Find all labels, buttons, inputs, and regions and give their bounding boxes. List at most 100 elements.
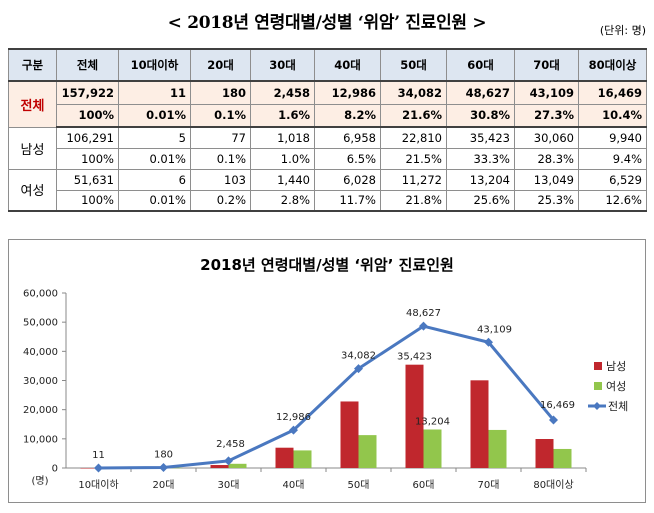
table-row: 100% 0.01% 0.2% 2.8% 11.7% 21.8% 25.6% 25.3% 12.…: [9, 189, 647, 212]
x-tick-label: 50대: [348, 479, 370, 491]
table-row: 100% 0.01% 0.1% 1.6% 8.2% 21.6% 30.8% 27.3% 10.4…: [9, 103, 647, 128]
share-cell: 8.2%: [314, 103, 381, 128]
bar-남성: [535, 439, 554, 468]
count-cell: 30,060: [514, 126, 579, 149]
share-cell: 0.2%: [190, 189, 251, 212]
count-cell: 1,018: [250, 126, 315, 149]
y-tick-label: 60,000: [23, 289, 58, 300]
share-cell: 0.01%: [118, 189, 191, 212]
count-cell: 9,940: [578, 126, 647, 149]
bar-남성: [470, 380, 489, 468]
count-cell: 77: [190, 126, 251, 149]
table-header-cell: 20대: [190, 48, 251, 82]
share-cell: 10.4%: [578, 103, 647, 128]
line-marker: [224, 456, 233, 466]
count-cell: 34,082: [380, 80, 447, 105]
count-cell: 13,049: [514, 168, 579, 191]
x-tick-label: 20대: [153, 479, 175, 491]
line-marker: [159, 462, 168, 472]
legend-label: 남성: [606, 360, 626, 373]
count-cell: 157,922: [56, 80, 119, 105]
share-cell: 33.3%: [446, 147, 515, 170]
share-cell: 25.3%: [514, 189, 579, 212]
y-tick-label: 30,000: [23, 376, 58, 387]
bar-남성: [80, 467, 99, 469]
row-group-label: 전체: [8, 80, 57, 128]
count-cell: 2,458: [250, 80, 315, 105]
legend-line-marker: [593, 402, 601, 410]
table-row: 남성 106,291 5 77 1,018 6,958 22,810 35,423 30,060…: [8, 126, 647, 170]
line-data-label: 12,986: [276, 412, 311, 423]
line-data-label: 2,458: [216, 439, 245, 450]
table-header-cell: 70대: [514, 48, 579, 82]
share-cell: 1.6%: [250, 103, 315, 128]
y-tick-label: 0: [52, 464, 58, 475]
line-marker: [94, 463, 103, 473]
count-cell: 51,631: [56, 168, 119, 191]
bar-여성: [358, 435, 377, 468]
bar-여성: [488, 429, 507, 468]
row-group-label: 여성: [8, 168, 57, 212]
share-cell: 100%: [56, 147, 119, 170]
count-cell: 6: [118, 168, 191, 191]
count-cell: 22,810: [380, 126, 447, 149]
share-cell: 12.6%: [578, 189, 647, 212]
table-header-cell: 80대이상: [578, 48, 647, 82]
chart-title: 2018년 연령대별/성별 ‘위암’ 진료인원: [200, 256, 454, 274]
line-data-label: 11: [92, 450, 105, 461]
legend-swatch: [594, 362, 602, 370]
table-header-cell: 10대이하: [118, 48, 191, 82]
share-cell: 21.8%: [380, 189, 447, 212]
share-cell: 0.1%: [190, 147, 251, 170]
y-axis-unit-label: (명): [31, 475, 48, 487]
line-data-label: 34,082: [341, 351, 376, 362]
share-cell: 0.01%: [118, 147, 191, 170]
x-tick-label: 80대이상: [533, 479, 573, 491]
share-cell: 27.3%: [514, 103, 579, 128]
share-cell: 25.6%: [446, 189, 515, 212]
bar-data-label: 13,204: [415, 416, 450, 427]
share-cell: 6.5%: [314, 147, 381, 170]
table-header-row: 구분 전체 10대이하 20대 30대 40대 50대 60대 70대 80대이상: [8, 48, 647, 82]
line-marker: [354, 364, 363, 374]
share-cell: 28.3%: [514, 147, 579, 170]
y-tick-label: 10,000: [23, 434, 58, 445]
line-data-label: 180: [154, 449, 173, 460]
count-cell: 13,204: [446, 168, 515, 191]
count-cell: 11,272: [380, 168, 447, 191]
count-cell: 1,440: [250, 168, 315, 191]
legend-label: 전체: [608, 400, 628, 413]
share-cell: 2.8%: [250, 189, 315, 212]
table-header-cell: 50대: [380, 48, 447, 82]
title-row: < 2018년 연령대별/성별 ‘위암’ 진료인원 > (단위: 명): [0, 0, 654, 40]
x-tick-label: 10대이하: [78, 478, 118, 491]
line-marker: [484, 337, 493, 347]
table-header-cell: 전체: [56, 48, 119, 82]
table-row: 전체 157,922 11 180 2,458 12,986 34,082 48,627 43,…: [8, 80, 647, 128]
page-title: < 2018년 연령대별/성별 ‘위암’ 진료인원 >: [167, 13, 487, 33]
bar-여성: [423, 429, 442, 468]
y-tick-label: 40,000: [23, 347, 58, 358]
unit-label: (단위: 명): [599, 24, 646, 37]
chart-panel: 2018년 연령대별/성별 ‘위암’ 진료인원 0 10,000 20,000 30,0…: [8, 239, 646, 503]
legend-label: 여성: [606, 380, 626, 393]
bar-남성: [405, 364, 424, 468]
bar-data-label: 35,423: [397, 352, 432, 363]
count-cell: 16,469: [578, 80, 647, 105]
row-group-label: 남성: [8, 126, 57, 170]
share-cell: 1.0%: [250, 147, 315, 170]
table-header-cell: 30대: [250, 48, 315, 82]
table-header-cell: 60대: [446, 48, 515, 82]
x-tick-label: 70대: [478, 479, 500, 491]
count-cell: 6,529: [578, 168, 647, 191]
line-data-label: 48,627: [406, 308, 441, 319]
share-cell: 9.4%: [578, 147, 647, 170]
share-cell: 100%: [56, 189, 119, 212]
count-cell: 43,109: [514, 80, 579, 105]
share-cell: 21.5%: [380, 147, 447, 170]
legend-swatch: [594, 382, 602, 390]
count-cell: 180: [190, 80, 251, 105]
table-header-cell: 40대: [314, 48, 381, 82]
share-cell: 0.01%: [118, 103, 191, 128]
table-header-cell: 구분: [8, 48, 57, 82]
